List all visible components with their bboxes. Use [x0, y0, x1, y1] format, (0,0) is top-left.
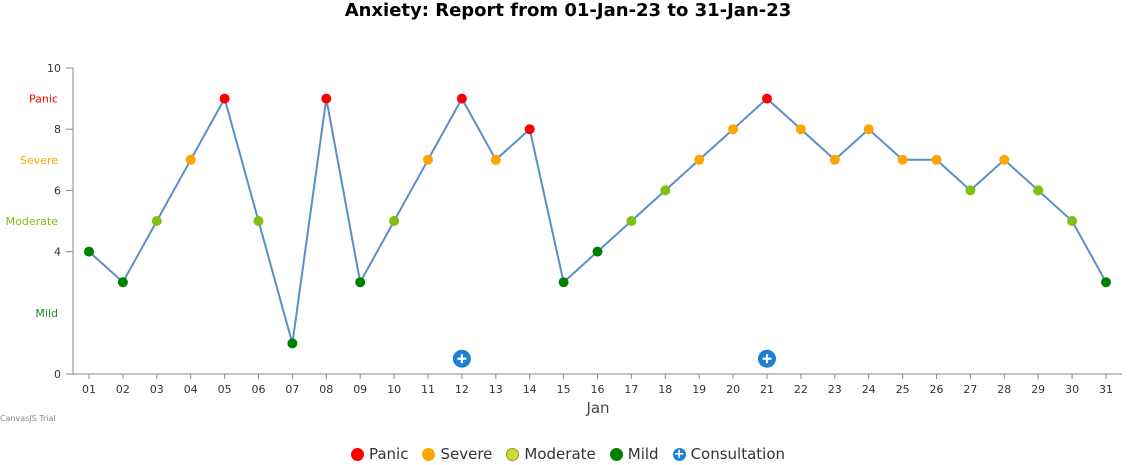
legend-item-moderate[interactable]: Moderate	[506, 445, 596, 463]
anxiety-series-line	[88, 95, 1107, 344]
x-tick-label: 14	[523, 383, 537, 396]
data-point-03[interactable]	[151, 216, 162, 226]
y-tick-label: 8	[54, 123, 61, 136]
data-point-07[interactable]	[287, 338, 298, 349]
data-point-02[interactable]	[117, 277, 128, 288]
x-tick-label: 13	[489, 383, 503, 396]
x-tick-label: 31	[1099, 383, 1113, 396]
legend-item-mild[interactable]: Mild	[609, 445, 659, 463]
data-point-13[interactable]	[490, 154, 501, 165]
circle-marker-icon	[506, 447, 520, 461]
x-tick-label: 26	[930, 383, 944, 396]
consultation-markers	[452, 349, 776, 368]
data-point-20[interactable]	[728, 124, 739, 135]
x-tick-label: 20	[726, 383, 740, 396]
x-tick-label: 16	[591, 383, 605, 396]
plus-circle-icon: +	[672, 446, 686, 462]
legend-label: Severe	[440, 445, 493, 463]
x-tick-label: 10	[387, 383, 401, 396]
y-tick-label: 0	[54, 368, 61, 381]
legend-label: Panic	[368, 445, 409, 463]
x-tick-label: 19	[692, 383, 706, 396]
x-tick-label: 21	[760, 383, 774, 396]
x-tick-label: 30	[1065, 383, 1079, 396]
x-tick-label: 06	[252, 383, 266, 396]
x-tick-label: 08	[319, 383, 333, 396]
circle-marker-icon	[422, 447, 436, 461]
x-tick-label: 03	[150, 383, 164, 396]
consultation-marker-21[interactable]	[758, 349, 776, 368]
x-axis-title: Jan	[585, 399, 609, 417]
circle-marker-icon	[609, 447, 623, 461]
data-point-05[interactable]	[219, 93, 230, 104]
legend-item-panic[interactable]: Panic	[350, 445, 409, 463]
x-tick-label: 02	[116, 383, 130, 396]
data-point-11[interactable]	[423, 154, 433, 165]
y-tick-label: 4	[54, 246, 61, 259]
x-tick-label: 25	[896, 383, 910, 396]
legend-item-consultation[interactable]: + Consultation	[672, 445, 786, 463]
x-tick-label: 07	[285, 383, 299, 396]
y-band-label-severe: Severe	[20, 154, 58, 167]
data-point-04[interactable]	[185, 154, 196, 165]
x-tick-label: 09	[353, 383, 367, 396]
x-tick-label: 29	[1031, 383, 1045, 396]
data-point-26[interactable]	[931, 154, 942, 165]
data-point-25[interactable]	[897, 154, 908, 165]
x-tick-label: 28	[997, 383, 1011, 396]
y-tick-label: 10	[47, 62, 61, 75]
data-point-17[interactable]	[626, 216, 637, 226]
data-point-10[interactable]	[389, 216, 400, 226]
consultation-marker-12[interactable]	[452, 349, 471, 368]
data-point-09[interactable]	[355, 277, 366, 288]
x-tick-label: 05	[218, 383, 232, 396]
circle-marker-icon	[350, 447, 364, 461]
x-tick-label: 22	[794, 383, 808, 396]
data-point-27[interactable]	[965, 185, 976, 196]
x-tick-label: 04	[184, 383, 198, 396]
x-tick-label: 15	[557, 383, 571, 396]
legend-label: Consultation	[690, 445, 786, 463]
data-points	[84, 93, 1111, 349]
x-tick-label: 27	[963, 383, 977, 396]
data-point-22[interactable]	[795, 124, 806, 135]
data-point-23[interactable]	[829, 154, 840, 165]
y-band-labels: Panic Severe Moderate Mild	[6, 93, 59, 320]
y-band-label-mild: Mild	[35, 307, 58, 320]
legend: Panic Severe Moderate Mild + Consultation	[0, 445, 1136, 463]
data-point-18[interactable]	[660, 185, 671, 196]
legend-item-severe[interactable]: Severe	[422, 445, 492, 463]
y-band-label-moderate: Moderate	[6, 215, 59, 228]
x-tick-label: 17	[624, 383, 638, 396]
data-point-24[interactable]	[863, 124, 874, 135]
data-point-31[interactable]	[1101, 277, 1111, 288]
data-point-30[interactable]	[1067, 216, 1078, 226]
x-tick-label: 24	[862, 383, 876, 396]
data-point-28[interactable]	[999, 154, 1010, 165]
y-tick-label: 6	[54, 184, 61, 197]
data-point-14[interactable]	[524, 124, 535, 135]
data-point-21[interactable]	[762, 93, 772, 104]
data-point-16[interactable]	[592, 246, 603, 257]
x-tick-label: 11	[421, 383, 435, 396]
legend-label: Mild	[627, 445, 659, 463]
legend-label: Moderate	[524, 445, 596, 463]
data-point-08[interactable]	[321, 93, 332, 104]
data-point-06[interactable]	[253, 216, 264, 226]
x-tick-label: 18	[658, 383, 672, 396]
data-point-12[interactable]	[456, 93, 467, 104]
data-point-01[interactable]	[84, 246, 94, 257]
y-band-label-panic: Panic	[29, 93, 58, 106]
x-tick-label: 01	[82, 383, 96, 396]
x-tick-label: 23	[828, 383, 842, 396]
chart-title: Anxiety: Report from 01-Jan-23 to 31-Jan…	[344, 0, 792, 21]
data-point-19[interactable]	[694, 154, 705, 165]
data-point-15[interactable]	[558, 277, 569, 288]
data-point-29[interactable]	[1033, 185, 1044, 196]
x-tick-label: 12	[455, 383, 469, 396]
watermark: CanvasJS Trial	[0, 414, 56, 423]
